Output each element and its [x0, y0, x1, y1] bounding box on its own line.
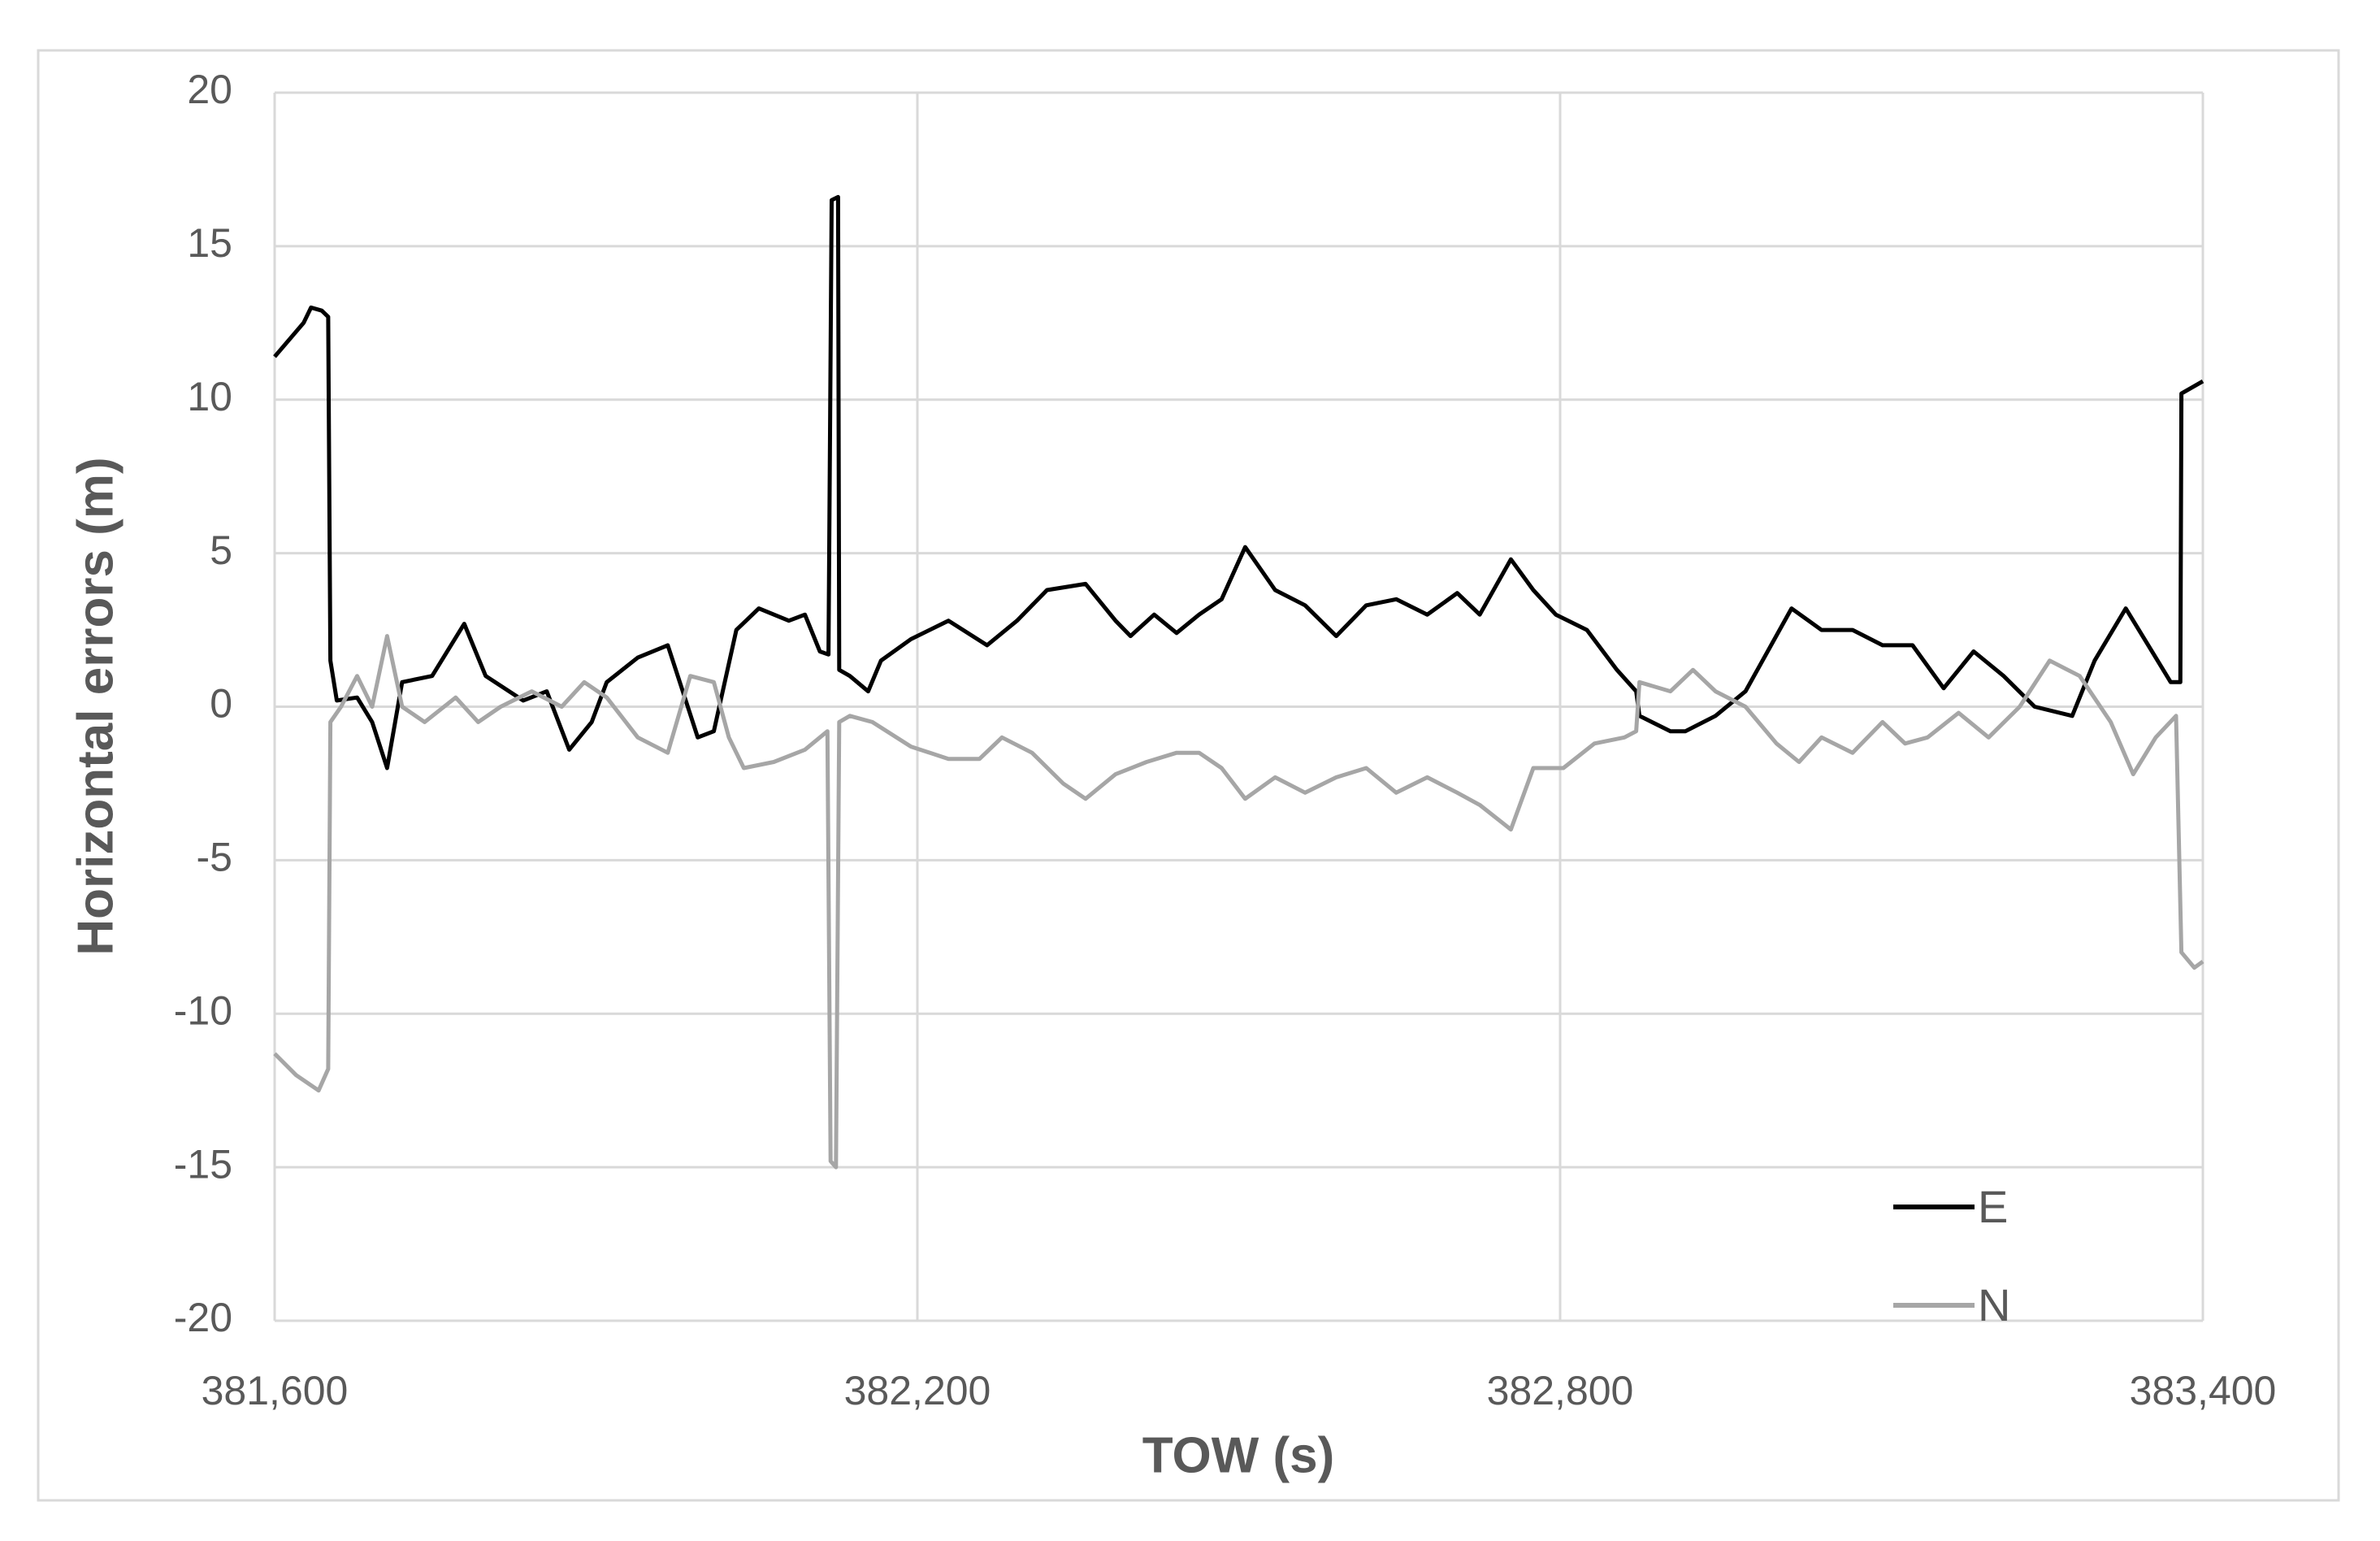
legend-label: N: [1978, 1279, 2010, 1330]
x-tick-label: 382,200: [844, 1368, 991, 1413]
y-tick-label: -20: [174, 1295, 232, 1340]
series-line: [273, 634, 2204, 1170]
x-axis-title: TOW (s): [1142, 1427, 1335, 1483]
x-tick-label: 381,600: [202, 1368, 349, 1413]
chart-frame: [37, 49, 2340, 1502]
y-tick-label: 10: [187, 374, 232, 419]
y-axis-title: Horizontal errors (m): [67, 457, 124, 955]
y-tick-label: 5: [210, 527, 232, 573]
y-tick-label: -5: [197, 835, 232, 880]
grid: [273, 91, 2204, 1322]
y-tick-label: -15: [174, 1141, 232, 1187]
legend-label: E: [1978, 1181, 2008, 1232]
x-tick-label: 382,800: [1487, 1368, 1634, 1413]
y-tick-label: 0: [210, 681, 232, 727]
labels: -20 -15 -10 -5 0 5 10 15 20 381,600 382,200 382,800…: [174, 67, 2277, 1413]
y-tick-label: 20: [187, 67, 232, 112]
x-tick-label: 383,400: [2130, 1368, 2277, 1413]
y-tick-label: -10: [174, 988, 232, 1033]
plot-lines: [273, 194, 2204, 1170]
series-line: [273, 194, 2204, 770]
y-tick-label: 15: [187, 220, 232, 266]
